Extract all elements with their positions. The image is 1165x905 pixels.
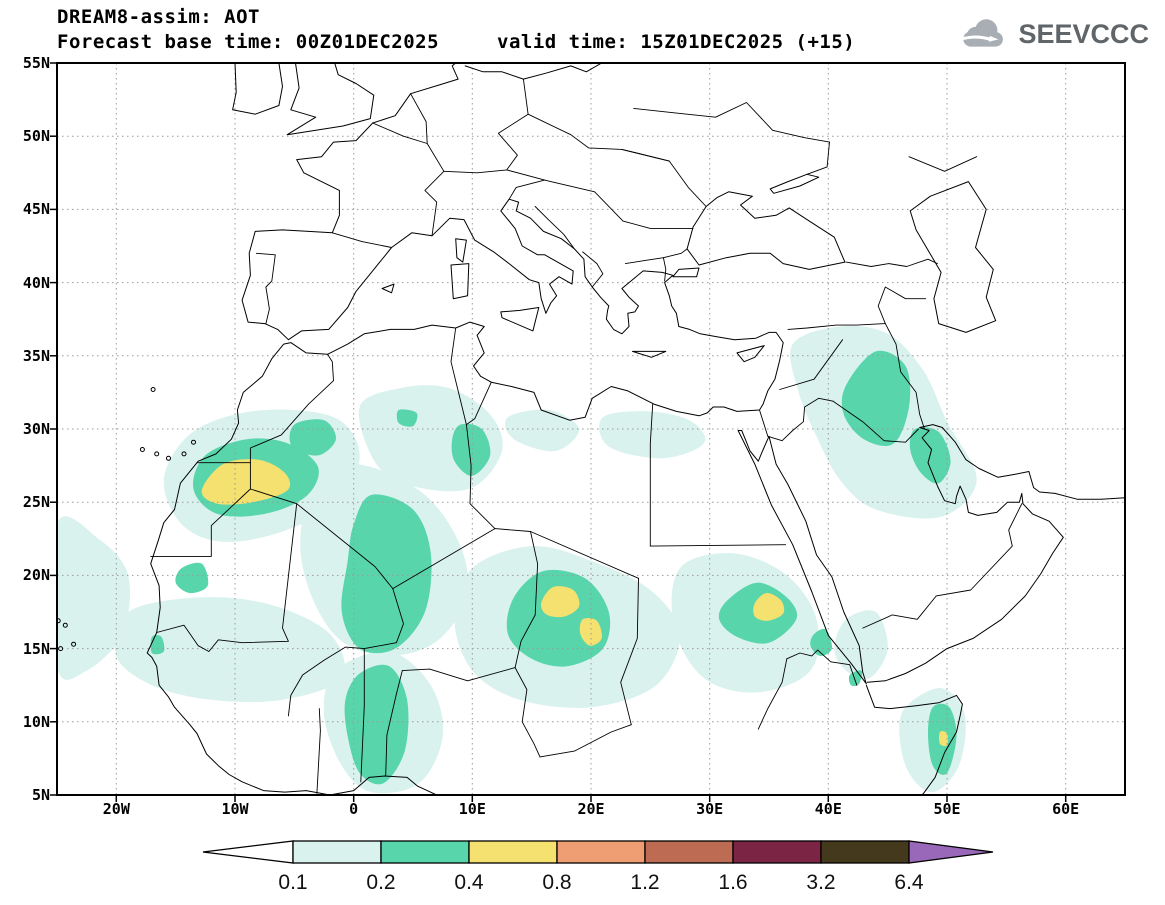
lat-tick-label: 15N (22, 639, 50, 658)
lat-tick-label: 25N (22, 493, 50, 512)
forecast-base-time: Forecast base time: 00Z01DEC2025 (57, 31, 440, 53)
lon-tick-label: 30E (696, 800, 724, 818)
map-canvas (50, 62, 1126, 802)
colorbar: 0.1 0.2 0.4 0.8 1.2 1.6 3.2 6.4 (202, 840, 995, 899)
lat-tick-label: 35N (22, 346, 50, 365)
seevccc-logo: SEEVCCC (953, 16, 1149, 52)
valid-time: valid time: 15Z01DEC2025 (+15) (497, 31, 856, 53)
title-block: DREAM8-assim: AOT Forecast base time: 00… (57, 6, 855, 53)
aot-field-layer (57, 325, 977, 794)
colorbar-segment (732, 840, 822, 864)
colorbar-segment (380, 840, 470, 864)
lat-tick-label: 30N (22, 420, 50, 438)
lon-tick-label: 10W (221, 800, 249, 818)
colorbar-left-arrow (202, 840, 294, 864)
subtitle-row: Forecast base time: 00Z01DEC2025 valid t… (57, 31, 855, 53)
colorbar-tick-label: 1.2 (630, 871, 659, 894)
coastline-layer (57, 63, 1125, 795)
colorbar-tick-label: 6.4 (894, 871, 924, 894)
lon-tick-label: 60E (1052, 800, 1080, 818)
lon-tick-label: 0 (349, 800, 359, 818)
colorbar-segment (556, 840, 646, 864)
lat-tick-label: 45N (22, 200, 50, 219)
lon-tick-label: 40E (814, 800, 842, 818)
colorbar-canvas: 0.1 0.2 0.4 0.8 1.2 1.6 3.2 6.4 (202, 840, 994, 894)
page-title: DREAM8-assim: AOT (57, 6, 260, 28)
map-plot (50, 62, 1126, 802)
colorbar-tick-label: 0.4 (454, 871, 484, 894)
lat-tick-label: 20N (22, 566, 50, 585)
colorbar-tick-label: 3.2 (806, 871, 835, 894)
colorbar-tick-label: 0.2 (366, 871, 395, 894)
logo-text: SEEVCCC (1018, 18, 1149, 49)
lon-tick-label: 50E (933, 800, 961, 818)
colorbar-tick-label: 1.6 (718, 871, 747, 894)
lat-tick-label: 50N (22, 127, 50, 146)
lat-tick-label: 55N (22, 54, 50, 72)
axis-ticks (50, 62, 1067, 802)
lon-tick-label: 20E (577, 800, 605, 818)
colorbar-right-arrow (908, 840, 994, 864)
colorbar-segment (292, 840, 382, 864)
colorbar-segment (468, 840, 558, 864)
lat-tick-label: 10N (22, 712, 50, 731)
colorbar-segment (644, 840, 734, 864)
cloud-logo-icon (954, 19, 1004, 47)
lat-tick-label: 40N (22, 273, 50, 292)
lon-tick-label: 10E (458, 800, 486, 818)
colorbar-tick-label: 0.8 (542, 871, 571, 894)
colorbar-segment (820, 840, 910, 864)
colorbar-tick-label: 0.1 (278, 871, 307, 894)
lon-tick-label: 20W (102, 800, 130, 818)
lat-tick-label: 5N (31, 786, 50, 804)
